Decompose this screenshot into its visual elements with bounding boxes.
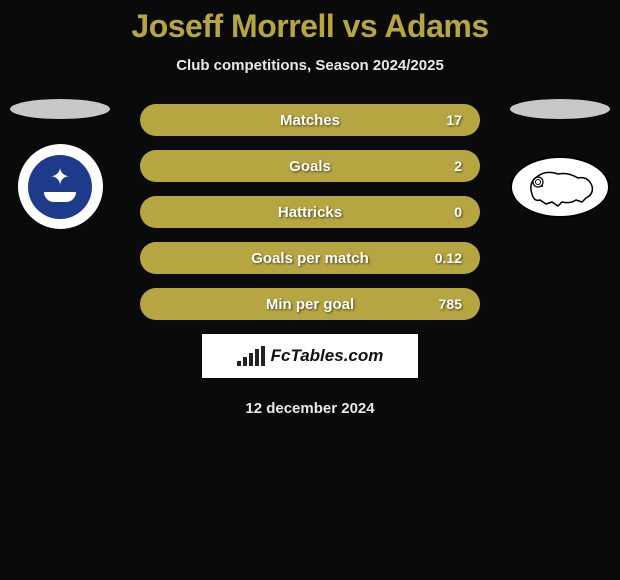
stat-value: 0.12	[435, 250, 462, 266]
stat-label: Goals per match	[251, 250, 369, 267]
stat-label: Goals	[289, 158, 331, 175]
stat-row-goals-per-match: Goals per match 0.12	[140, 242, 480, 274]
ellipse-shadow-left	[10, 99, 110, 119]
stat-row-matches: Matches 17	[140, 104, 480, 136]
left-club-badge: ✦	[10, 144, 110, 229]
brand-text: FcTables.com	[271, 346, 384, 366]
right-club-badge	[510, 144, 610, 229]
stat-value: 2	[454, 158, 462, 174]
crescent-icon	[44, 192, 76, 202]
stat-row-hattricks: Hattricks 0	[140, 196, 480, 228]
stat-label: Matches	[280, 112, 340, 129]
derby-badge-icon	[510, 156, 610, 218]
stat-row-goals: Goals 2	[140, 150, 480, 182]
stat-label: Min per goal	[266, 296, 354, 313]
brand-logo[interactable]: FcTables.com	[202, 334, 418, 378]
header: Joseff Morrell vs Adams Club competition…	[0, 0, 620, 74]
right-club-column	[510, 99, 610, 229]
left-club-column: ✦	[10, 99, 110, 229]
star-icon: ✦	[50, 166, 70, 190]
date-text: 12 december 2024	[0, 400, 620, 417]
ram-icon	[520, 164, 600, 209]
stat-value: 785	[439, 296, 462, 312]
stat-value: 17	[446, 112, 462, 128]
ellipse-shadow-right	[510, 99, 610, 119]
stat-row-min-per-goal: Min per goal 785	[140, 288, 480, 320]
bar-chart-icon	[237, 346, 265, 366]
stat-label: Hattricks	[278, 204, 342, 221]
stat-value: 0	[454, 204, 462, 220]
stats-list: Matches 17 Goals 2 Hattricks 0 Goals per…	[140, 104, 480, 320]
portsmouth-badge-icon: ✦	[18, 144, 103, 229]
page-title: Joseff Morrell vs Adams	[0, 8, 620, 45]
subtitle: Club competitions, Season 2024/2025	[0, 57, 620, 74]
content-area: ✦ Matches 17 Goals 2	[0, 104, 620, 417]
